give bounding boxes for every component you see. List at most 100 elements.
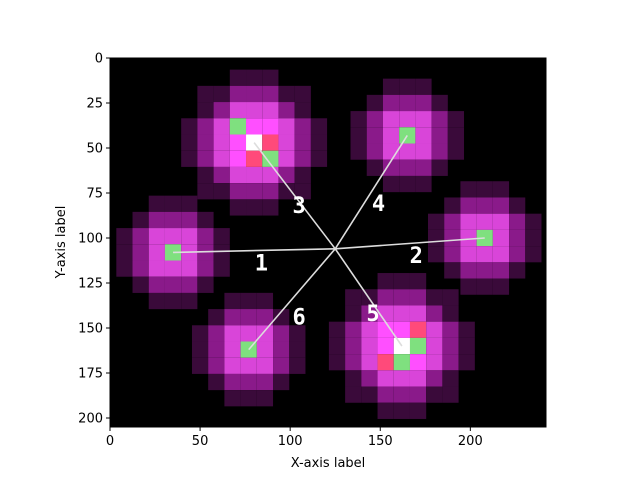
spot-cell [426,370,443,387]
spot-cell [350,127,367,144]
y-tick-label: 175 [78,367,103,382]
spot-cell [224,373,241,391]
spot-cell [509,213,526,230]
spot-cell [382,78,400,95]
spot-cell [366,127,383,144]
spot-cell [382,111,400,128]
x-tick-label: 150 [368,434,393,449]
spot-cell [246,102,263,119]
spot-cell [197,134,214,151]
spot-cell [460,213,477,230]
spot-cell [447,127,465,144]
spot-cell [426,321,443,338]
spot-cell [148,276,165,293]
spot-cell [164,211,182,229]
spot-cell [361,370,378,387]
spot-cell [229,166,247,184]
y-tick-label: 75 [86,187,103,202]
y-axis-ticks: 0 25 50 75 100 125 150 175 200 [78,52,110,427]
spot-cell [278,166,295,184]
spot-cell [382,159,400,176]
ray [248,248,336,351]
y-axis-label: Y-axis label [54,206,69,280]
spot-cell [409,354,427,371]
spot-cell [415,127,432,144]
spot-cell [310,118,328,135]
spot-cell [224,309,241,326]
spot-cell [256,325,274,342]
spot-cell [431,111,448,128]
spot-cell [366,159,383,176]
annotation-label: 1 [255,251,268,276]
y-tick-label: 0 [95,52,103,67]
spot-cell [409,370,427,387]
spot-cell [444,197,461,214]
spot-cell [426,289,443,306]
spot-cell [262,134,279,151]
y-tick-label: 150 [78,322,103,337]
ray [334,134,408,250]
x-tick-label: 200 [458,434,483,449]
spot-cell [476,246,493,263]
spot-cell [246,166,263,184]
spot-cell [208,373,225,391]
spot-cell [310,134,328,151]
spot-cell [278,150,295,167]
spot-cell [377,289,394,306]
spot-cell [294,150,311,167]
spot-cell [399,159,416,176]
spot-cell [181,228,198,245]
spot-cell [191,357,209,374]
spot-cell [208,325,225,342]
annotation-label: 2 [410,244,423,269]
spot-cell [164,292,182,310]
y-tick-label: 50 [86,142,103,157]
spot-cell [289,341,306,358]
annotations-layer: 1 2 3 4 5 6 [255,192,423,330]
spot-cell [426,386,443,403]
spot-cell [492,229,510,247]
spot-cell [224,341,241,358]
spot-cell [409,289,427,306]
spot-cell [310,150,328,167]
spot-cell [345,354,362,371]
spot-cell [328,354,346,371]
spot-cell [197,85,214,103]
spot-cell [278,85,295,103]
spot-cell [409,305,427,322]
spot-cell [350,143,367,160]
spot-cell [224,292,241,310]
spot-cell [476,278,493,295]
spot-cell [345,289,362,306]
spot-cell [415,175,432,193]
spot-cell [415,111,432,128]
x-tick-label: 100 [278,434,303,449]
spot-cell [442,305,459,322]
spot-cell [328,321,346,338]
spot-cell [181,211,198,229]
spot-cell [393,370,410,387]
spot-cell [431,94,448,112]
spot-cell [377,354,394,371]
spot-cell [399,94,416,112]
spot-cell [447,143,465,160]
spot-cell [476,213,493,230]
spot-cell [148,244,165,261]
spot-cell [377,321,394,338]
spot-cell [444,229,461,247]
spot-cell [382,127,400,144]
spot-cell [197,211,214,229]
spot-cell [382,175,400,193]
spot-cell [213,102,230,119]
spot-cell [415,159,432,176]
spot-cell [132,211,149,229]
spot-cell [509,246,526,263]
spot-cell [246,118,263,135]
spot-cell [393,386,410,403]
spot-cell [262,166,279,184]
spot [116,195,230,310]
spot-cell [213,228,230,245]
spot-cell [273,325,290,342]
spot-cell [148,260,165,277]
spot-cell [181,195,198,212]
